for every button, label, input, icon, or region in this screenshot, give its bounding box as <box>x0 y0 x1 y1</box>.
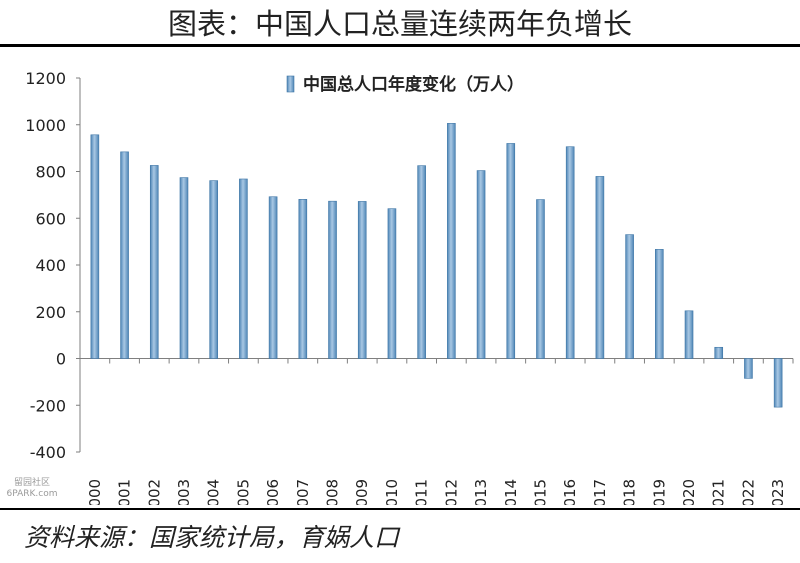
y-tick-label: 0 <box>56 350 66 369</box>
x-tick-label-2020: 2020 <box>680 479 698 505</box>
x-tick-label-2000: 2000 <box>86 479 104 505</box>
bar-2016 <box>565 146 575 359</box>
y-tick-label: 200 <box>35 303 66 322</box>
chart-axes <box>76 77 794 453</box>
legend-swatch <box>286 75 295 93</box>
x-tick-label-2021: 2021 <box>710 479 728 505</box>
bar-2004 <box>209 180 218 359</box>
bar-2022 <box>744 358 753 379</box>
bar-2017 <box>595 176 605 359</box>
x-tick-label-2015: 2015 <box>531 479 549 505</box>
bar-2019 <box>655 249 664 359</box>
bar-2021 <box>714 346 724 359</box>
bar-2009 <box>357 201 367 359</box>
y-tick-labels: 1200 1000 800 600 400 200 0 -200 -400 <box>25 69 66 462</box>
x-tick-label-2002: 2002 <box>145 479 163 505</box>
x-tick-label-2018: 2018 <box>621 479 639 505</box>
y-tick-label: 1000 <box>25 116 66 135</box>
x-tick-label-2005: 2005 <box>234 479 252 505</box>
source-note: 资料来源：国家统计局，育娲人口 <box>24 523 400 552</box>
x-tick-label-2017: 2017 <box>591 479 609 505</box>
bar-2020 <box>684 310 694 359</box>
legend-label: 中国总人口年度变化（万人） <box>303 74 524 95</box>
x-tick-label-2022: 2022 <box>739 479 757 505</box>
bar-2015 <box>536 199 545 359</box>
x-tick-label-2010: 2010 <box>383 479 401 505</box>
bar-2013 <box>476 170 486 359</box>
y-tick-label: -200 <box>30 396 66 415</box>
x-tick-label-2014: 2014 <box>502 479 520 505</box>
bar-2001 <box>120 151 129 359</box>
x-tick-label-2012: 2012 <box>442 479 460 505</box>
bar-2000 <box>90 134 100 359</box>
x-tick-label-2006: 2006 <box>264 479 282 505</box>
watermark: 留园社区 6PARK.com <box>4 478 60 500</box>
x-tick-label-2004: 2004 <box>205 479 223 505</box>
x-tick-label-2001: 2001 <box>116 479 134 505</box>
bar-2003 <box>179 177 189 359</box>
bar-2011 <box>417 165 426 359</box>
x-tick-label-2008: 2008 <box>324 479 342 505</box>
x-tick-label-2013: 2013 <box>472 479 490 505</box>
bar-2010 <box>387 208 397 359</box>
y-tick-label: 800 <box>35 163 66 182</box>
source-divider <box>0 508 800 510</box>
chart-bars <box>90 123 783 408</box>
x-tick-label-2016: 2016 <box>561 479 579 505</box>
y-tick-label: 1200 <box>25 69 66 88</box>
y-tick-label: 600 <box>35 209 66 228</box>
x-tick-label-2007: 2007 <box>294 479 312 505</box>
bar-2006 <box>268 196 278 359</box>
bar-2012 <box>447 123 456 359</box>
bar-2023 <box>773 358 783 408</box>
x-tick-label-2011: 2011 <box>413 479 431 505</box>
bar-2002 <box>149 165 159 359</box>
x-tick-labels: 2000 2001 2002 2003 2004 2005 2006 2007 2008 2009… <box>86 479 787 505</box>
title-divider <box>0 44 800 47</box>
bar-2007 <box>298 199 308 359</box>
y-tick-label: 400 <box>35 256 66 275</box>
x-tick-label-2023: 2023 <box>769 479 787 505</box>
bar-2008 <box>328 200 337 359</box>
bar-2014 <box>506 143 516 359</box>
watermark-line-1: 留园社区 <box>13 478 50 488</box>
watermark-line-2: 6PARK.com <box>6 489 58 499</box>
bar-2018 <box>625 234 634 359</box>
x-tick-label-2019: 2019 <box>650 479 668 505</box>
bar-2005 <box>239 178 248 359</box>
y-tick-label: -400 <box>30 443 66 462</box>
page-title: 图表：中国人口总量连续两年负增长 <box>167 7 632 41</box>
x-tick-label-2009: 2009 <box>353 479 371 505</box>
x-tick-label-2003: 2003 <box>175 479 193 505</box>
chart-legend: 中国总人口年度变化（万人） <box>286 74 524 95</box>
